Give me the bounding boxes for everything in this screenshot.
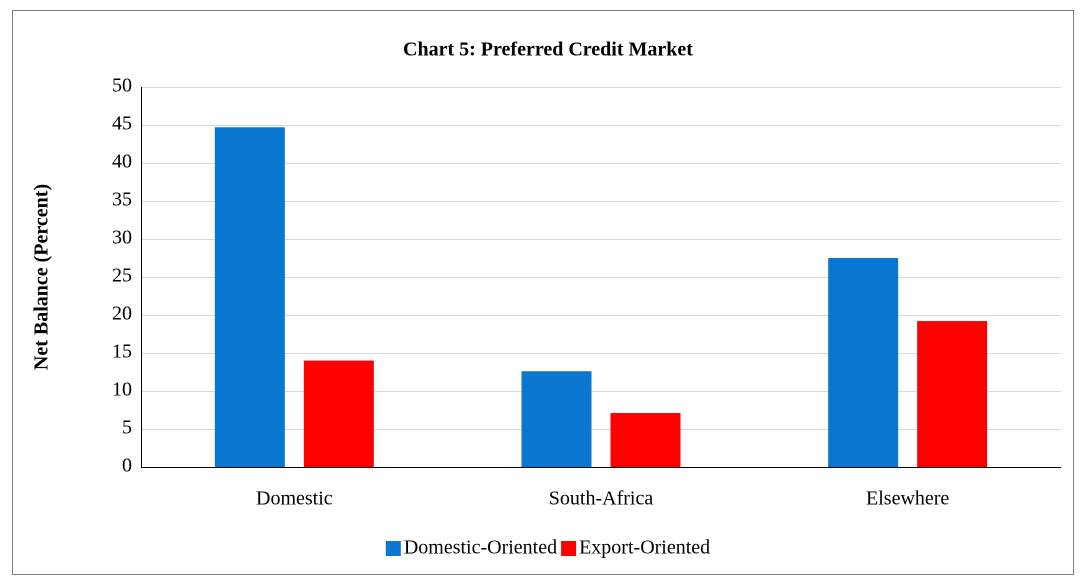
y-tick-label: 15 — [112, 341, 132, 363]
bar — [610, 413, 681, 467]
y-tick-label: 50 — [112, 75, 132, 97]
y-tick-label: 40 — [112, 151, 132, 173]
y-axis-label: Net Balance (Percent) — [31, 184, 53, 370]
legend-label: Export-Oriented — [579, 537, 710, 559]
legend-label: Domestic-Oriented — [404, 537, 557, 559]
y-tick-label: 0 — [122, 455, 132, 477]
y-tick-label: 35 — [112, 189, 132, 211]
bar — [303, 360, 374, 467]
y-tick-label: 25 — [112, 265, 132, 287]
legend-swatch — [561, 541, 577, 556]
bar — [214, 127, 285, 467]
bar — [521, 371, 592, 467]
x-tick-label: Elsewhere — [866, 488, 949, 510]
y-tick-label: 45 — [112, 113, 132, 135]
bar — [917, 321, 988, 467]
chart-title: Chart 5: Preferred Credit Market — [403, 39, 693, 61]
bar — [828, 258, 899, 467]
y-tick-label: 20 — [112, 303, 132, 325]
x-tick-label: Domestic — [256, 488, 333, 510]
y-tick-label: 5 — [122, 417, 132, 439]
y-tick-label: 30 — [112, 227, 132, 249]
y-tick-label: 10 — [112, 379, 132, 401]
legend-swatch — [385, 541, 401, 556]
x-tick-label: South-Africa — [549, 488, 654, 510]
